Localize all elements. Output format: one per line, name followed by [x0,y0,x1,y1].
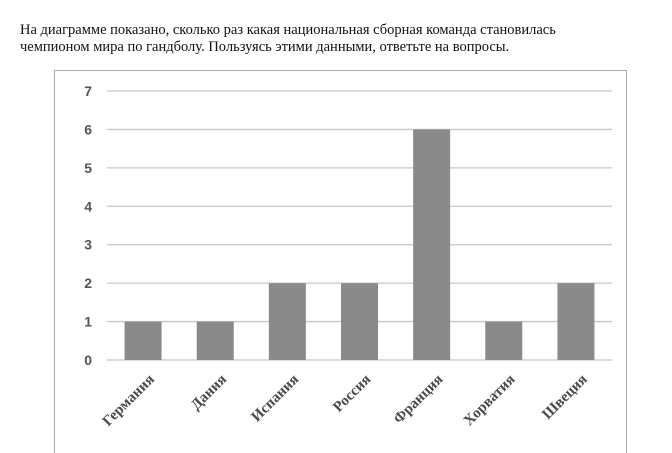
y-tick-label: 0 [84,352,92,368]
bar [268,283,306,360]
y-tick-label: 5 [84,160,92,176]
x-tick-label: Швеция [539,372,590,423]
y-tick-label: 7 [84,83,92,99]
y-tick-label: 3 [84,237,92,253]
chart-frame [54,70,627,453]
x-tick-label: Дания [188,372,230,414]
bar [485,321,523,360]
intro-line-2: чемпионом мира по гандболу. Пользуясь эт… [20,39,510,55]
x-tick-label: Россия [330,372,374,416]
x-tick-label: Франция [391,372,447,428]
bar [341,283,378,360]
gridlines [107,90,612,361]
intro-text: На диаграмме показано, сколько раз какая… [20,22,660,56]
y-tick-label: 1 [84,314,92,330]
bar [413,129,451,360]
bars [124,129,595,360]
x-tick-label: Испания [249,372,303,426]
bar [557,283,595,360]
x-tick-label: Хорватия [461,372,519,430]
bar [196,321,234,360]
y-axis-ticks: 0 1 2 3 4 5 6 7 [84,83,92,368]
y-tick-label: 4 [84,198,92,214]
y-tick-label: 6 [84,121,92,137]
x-tick-label: Германия [100,372,158,430]
y-tick-label: 2 [84,275,92,291]
x-axis-labels: Германия Дания Испания Россия Франция Хорвати… [100,372,591,430]
bar [124,321,162,360]
intro-line-1: На диаграмме показано, сколько раз какая… [20,22,556,38]
